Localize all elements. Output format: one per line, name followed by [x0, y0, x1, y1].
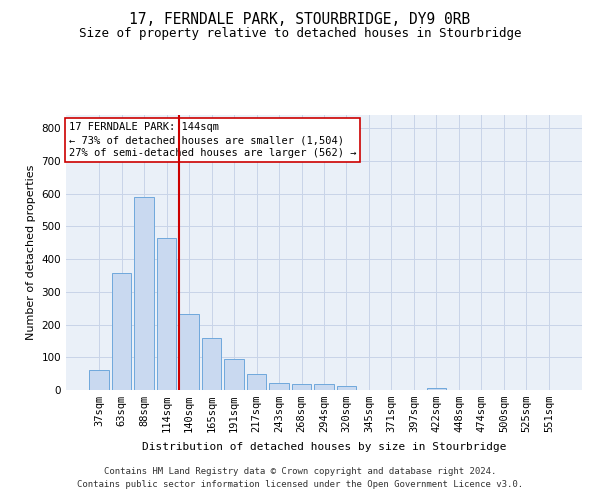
Bar [89, 370, 109, 390]
Bar [202, 338, 221, 390]
Bar [224, 359, 244, 390]
Bar [112, 273, 131, 390]
Bar [247, 374, 266, 390]
Bar [337, 386, 356, 390]
Bar [427, 388, 446, 390]
Bar [157, 238, 176, 390]
Bar [314, 384, 334, 390]
Text: Contains HM Land Registry data © Crown copyright and database right 2024.: Contains HM Land Registry data © Crown c… [104, 467, 496, 476]
Text: Contains public sector information licensed under the Open Government Licence v3: Contains public sector information licen… [77, 480, 523, 489]
Bar [179, 314, 199, 390]
Y-axis label: Number of detached properties: Number of detached properties [26, 165, 36, 340]
Bar [134, 197, 154, 390]
Text: 17 FERNDALE PARK: 144sqm
← 73% of detached houses are smaller (1,504)
27% of sem: 17 FERNDALE PARK: 144sqm ← 73% of detach… [68, 122, 356, 158]
Text: Size of property relative to detached houses in Stourbridge: Size of property relative to detached ho… [79, 28, 521, 40]
Text: 17, FERNDALE PARK, STOURBRIDGE, DY9 0RB: 17, FERNDALE PARK, STOURBRIDGE, DY9 0RB [130, 12, 470, 28]
Bar [292, 384, 311, 390]
Bar [269, 383, 289, 390]
Text: Distribution of detached houses by size in Stourbridge: Distribution of detached houses by size … [142, 442, 506, 452]
